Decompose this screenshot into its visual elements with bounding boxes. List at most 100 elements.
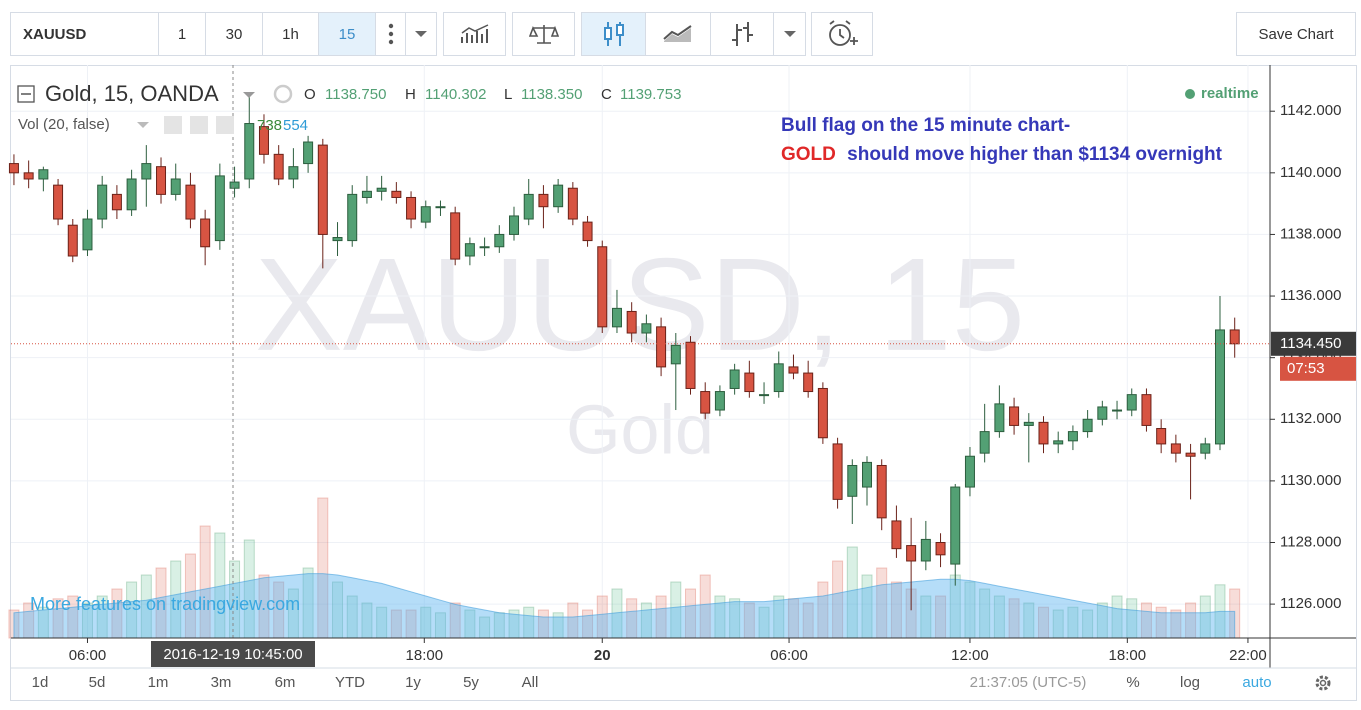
last-price-box [1271,331,1356,356]
chart-type-dropdown[interactable] [773,12,806,56]
candle-body [406,196,417,220]
y-tick-label: 1140.000 [1280,164,1341,181]
auto-toggle[interactable]: auto [1242,674,1272,691]
range-button[interactable]: 5y [463,674,479,691]
candle-body [258,126,269,155]
alert-icon [829,20,858,46]
bars-button[interactable] [710,12,774,56]
vol-value: 738 [257,117,282,134]
x-tick-label: 18:00 [1109,647,1147,664]
save-chart-button[interactable]: Save Chart [1236,12,1356,56]
candle-body [273,153,284,180]
legend-c: 1139.753 [620,86,681,103]
candle-body [1200,443,1211,454]
indicators-button[interactable] [443,12,506,56]
candle-body [494,233,505,248]
candle-body [994,403,1005,433]
countdown-label: 07:53 [1287,360,1325,377]
candle-body [523,193,534,220]
more-intervals[interactable] [375,12,406,56]
range-button[interactable]: 1d [31,674,49,691]
candle-body [361,190,372,198]
log-toggle[interactable]: log [1179,674,1201,691]
candle-body [1023,421,1034,426]
bars-icon [732,22,753,46]
range-button[interactable]: YTD [335,674,365,691]
realtime-dot [1185,89,1195,99]
y-tick-label: 1126.000 [1280,595,1341,612]
candle-body [82,218,93,251]
candle-body [347,193,358,242]
candle-body [435,206,446,209]
candle-body [38,169,49,180]
candle-body [979,431,990,454]
candle-body [773,363,784,393]
candle-body [656,326,667,368]
candles-icon [603,22,624,46]
legend-h-label: H [405,86,416,103]
collapse-icon[interactable] [17,85,35,103]
annotation-line1: Bull flag on the 15 minute chart- [781,115,1070,136]
candle-body [1112,409,1123,412]
x-tick-label: 06:00 [69,647,107,664]
candle-body [1214,329,1225,445]
candle-body [788,366,799,374]
symbol-box[interactable]: XAUUSD [10,12,159,56]
candle-body [1009,406,1020,426]
eye-icon[interactable] [273,84,293,104]
range-button[interactable]: 5d [88,674,106,691]
candle-body [876,464,887,519]
indicators-icon [460,24,488,43]
legend-title: Gold, 15, OANDA [45,81,219,106]
candle-body [611,307,622,328]
countdown-box [1280,356,1356,381]
settings-gear[interactable] [1315,675,1331,691]
candle-body [126,178,137,211]
vol-settings-icon[interactable] [190,116,208,134]
range-button[interactable]: 3m [210,674,232,691]
compare-icon [528,25,559,44]
range-button[interactable]: 1m [147,674,169,691]
range-button[interactable]: 1y [405,674,421,691]
x-tick-label: 06:00 [770,647,808,664]
area-button[interactable] [645,12,711,56]
candle-body [420,206,431,223]
promo-link[interactable]: More features on tradingview.com [30,594,300,614]
volume-ma-area [13,573,1236,639]
candle-body [582,221,593,242]
crosshair-time-label: 2016-12-19 10:45:00 [163,646,302,663]
y-tick-label: 1138.000 [1280,225,1341,242]
watermark-name: Gold [566,390,714,468]
y-tick-label: 1128.000 [1280,533,1341,550]
candle-body [1156,428,1167,445]
candle-body [641,323,652,334]
candle-body [332,237,343,242]
interval-button[interactable]: 30 [205,12,263,56]
candle-body [509,215,520,235]
vol-eye-icon[interactable] [164,116,182,134]
legend-c-label: C [601,86,612,103]
annotation-highlight: GOLD [781,144,836,165]
candle-body [626,310,637,334]
x-tick-label: 12:00 [951,647,989,664]
candle-body [97,184,108,220]
dots-icon [388,23,393,45]
caret-icon [783,31,796,37]
interval-button[interactable]: 1 [158,12,206,56]
candle-body [1038,421,1049,445]
range-button[interactable]: 6m [274,674,296,691]
candle-body [141,163,152,180]
interval-dropdown[interactable] [405,12,437,56]
range-button[interactable]: All [521,674,539,691]
candle-body [244,123,255,180]
vol-close-icon[interactable] [216,116,234,134]
alert-button[interactable] [811,12,873,56]
legend-l-label: L [504,86,512,103]
percent-toggle[interactable]: % [1126,674,1140,691]
legend-h: 1140.302 [425,86,486,103]
candle-body [317,144,328,235]
candle-body [170,178,181,195]
annotation-rest: should move higher than $1134 overnight [847,144,1222,165]
compare-button[interactable] [512,12,575,56]
vol-ma-value: 554 [283,117,308,134]
